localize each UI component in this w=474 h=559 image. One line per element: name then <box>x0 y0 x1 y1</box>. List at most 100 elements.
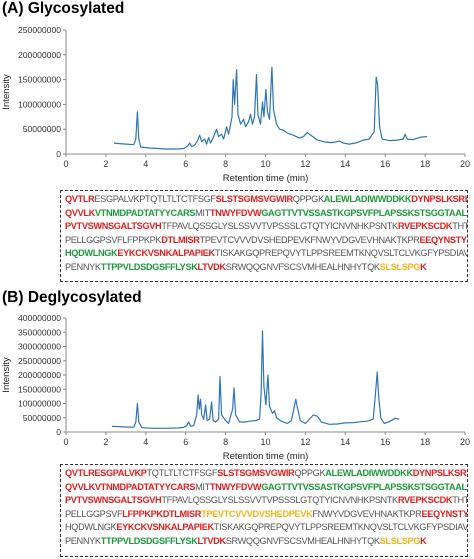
b-peptide-segment: DYNPSLKSRLTISKDTSKN <box>412 468 467 478</box>
a-peptide-segment: K <box>420 261 427 272</box>
a-peptide-segment: EEQYNSTYR <box>419 234 468 245</box>
b-peptide-segment: K <box>420 535 427 546</box>
a-peptide-segment: DYNPSLKSRLTISKDTSKN <box>411 194 467 204</box>
a-sequence-line: PELLGGPSVFLFPPKPKDTLMISRTPEVTCVVVDVSHEDP… <box>65 234 467 248</box>
chart-b-y-tick-label: 50000000 <box>23 413 61 423</box>
sequence-coverage-box-b: QVTLRESGPALVKPTQTLTLTCTFSGFSLSTSGMSVGWIR… <box>60 464 468 557</box>
chart-b-x-tick-label: 20 <box>460 437 470 447</box>
b-peptide-segment: EYKCKVSNKALPAPIEK <box>116 522 214 533</box>
chart-b-x-tick-label: 8 <box>223 437 228 447</box>
a-peptide-segment: TPEVTCVVVDVSHEDPEVKFNWYVDGVEVHNAKTKPR <box>199 234 420 245</box>
chromatogram-chart-a: 0 50000000 100000000 150000000 200000000 2500… <box>1 25 470 184</box>
a-peptide-segment: THTCPPCPA <box>452 221 467 232</box>
b-peptide-segment: SLSTSGMSVGWIR <box>217 468 295 478</box>
a-peptide-segment: HQDWLNGK <box>65 248 118 259</box>
b-peptide-segment: TTPPVLDSDGSFFLYSK <box>100 535 198 546</box>
a-peptide-segment: ESGPALVKPTQTLTLTCTFSGF <box>94 194 216 204</box>
chart-b-y-tick-label: 350000000 <box>18 327 61 337</box>
a-peptide-segment: QVVLK <box>65 207 95 218</box>
chart-b-x-tick-label: 16 <box>380 437 390 447</box>
a-sequence-line: PENNYKTTPPVLDSDGSFFLYSKLTVDKSRWQQGNVFSCS… <box>65 261 464 275</box>
a-peptide-segment: TFPAVLQSSGLYSLSSVVTVPSSSLGTQTYICNVNHKPSN… <box>161 221 398 232</box>
a-peptide-segment: DTLMISR <box>161 234 200 245</box>
b-peptide-segment: PENNYK <box>65 535 101 546</box>
b-peptide-segment: PVTVSWNSGALTSGVH <box>65 495 162 506</box>
chart-b-y-tick-label: 300000000 <box>18 342 61 352</box>
b-peptide-segment: SLSLSPG <box>379 535 421 546</box>
b-peptide-segment: QPPGK <box>294 468 326 478</box>
chart-b-x-tick-label: 18 <box>420 437 430 447</box>
a-peptide-segment: SLSLSPG <box>379 261 421 272</box>
chart-b-y-tick-label: 400000000 <box>18 313 61 323</box>
b-peptide-segment: GAGTTVTVSSASTKGPSVFPLAPSSKSTSGGTAALGCLVK <box>261 481 467 492</box>
a-peptide-segment: RVEPKSCDK <box>397 221 453 232</box>
a-peptide-segment: TISKAKGQPREPQVYTLPPSREEMTKNQVSLTCLVKGFYP… <box>214 248 468 259</box>
chart-a-x-tick-label: 6 <box>183 159 188 169</box>
b-peptide-segment: RVEPKSCDK <box>397 495 453 506</box>
chart-a-x-tick-label: 16 <box>380 159 390 169</box>
chart-a-x-tick-label: 2 <box>103 159 108 169</box>
b-peptide-segment: ALEWLADIWWDDKK <box>325 468 413 478</box>
chart-b-x-tick-label: 4 <box>143 437 148 447</box>
b-sequence-line: PELLGGPSVFLFPPKPKDTLMISRTPEVTCVVVDVSHEDP… <box>65 508 467 522</box>
b-peptide-segment: EEQYNSTYR <box>421 508 467 519</box>
a-sequence-line: HQDWLNGKEYKCKVSNKALPAPIEKTISKAKGQPREPQVY… <box>65 247 467 261</box>
b-peptide-segment: FNWYVDGVEVHNAKTKPR <box>312 508 422 519</box>
chart-a-y-axis-label: Intensity <box>1 74 12 110</box>
chart-b-y-tick-label: 100000000 <box>18 399 61 409</box>
b-peptide-segment: HQDWLNGK <box>65 522 117 533</box>
chart-b-x-tick-label: 2 <box>103 437 108 447</box>
chart-a-x-tick-label: 0 <box>63 159 68 169</box>
chart-a-y-tick-label: 100000000 <box>18 99 61 109</box>
a-peptide-segment: VTNMDPADTATYYCARS <box>94 207 196 218</box>
b-peptide-segment: TISKAKGQPREPQVYTLPPSREEMTKNQVSLTCLVKGFYP… <box>213 522 468 533</box>
chart-a-x-axis-label: Retention time (min) <box>223 173 309 184</box>
a-peptide-segment: EYKCKVSNKALPAPIEK <box>117 248 215 259</box>
a-peptide-segment: MIT <box>195 207 210 218</box>
chart-a-x-tick-label: 10 <box>260 159 270 169</box>
a-peptide-segment: TTPPVLDSDGSFFLYSK <box>100 261 198 272</box>
chart-a-x-tick-label: 8 <box>223 159 228 169</box>
a-peptide-segment: TNWYFDVW <box>209 207 262 218</box>
a-peptide-segment: SRWQQGNVFSCSVMHEALHNHYTQK <box>225 261 380 272</box>
a-peptide-segment: PVTVSWNSGALTSGVH <box>65 221 162 232</box>
a-peptide-segment: PENNYK <box>65 261 101 272</box>
chart-a-series-line <box>113 66 428 150</box>
chart-b-y-tick-label: 0 <box>56 427 61 437</box>
a-sequence-line: QVTLRESGPALVKPTQTLTLTCTFSGFSLSTSGMSVGWIR… <box>65 193 467 207</box>
chart-b-x-tick-label: 0 <box>63 437 68 447</box>
b-peptide-segment: LFPPKPKDTLMISR <box>122 508 202 519</box>
chart-b-x-tick-label: 6 <box>183 437 188 447</box>
chart-b-series-line <box>111 330 400 429</box>
chart-b-y-tick-label: 200000000 <box>18 370 61 380</box>
chart-a-x-tick-label: 4 <box>143 159 148 169</box>
b-peptide-segment: QVVLKVTNMDPADTATYYCARS <box>65 481 196 492</box>
b-peptide-segment: TFPAVLQSSGLYSLSSVVTVPSSSLGTQTYICNVNHKPSN… <box>161 495 398 506</box>
b-peptide-segment: SRWQQGNVFSCSVMHEALHNHYTQK <box>225 535 380 546</box>
b-peptide-segment: PELLGGPSVF <box>65 508 123 519</box>
panel-b-title: (B) Deglycosylated <box>2 289 142 306</box>
chart-b-y-axis-label: Intensity <box>1 357 12 393</box>
b-sequence-line: HQDWLNGKEYKCKVSNKALPAPIEKTISKAKGQPREPQVY… <box>65 521 467 535</box>
chart-a-x-tick-label: 12 <box>300 159 310 169</box>
chart-b-x-tick-label: 14 <box>340 437 350 447</box>
a-peptide-segment: QVTLR <box>65 194 95 204</box>
a-sequence-line: PVTVSWNSGALTSGVHTFPAVLQSSGLYSLSSVVTVPSSS… <box>65 220 467 234</box>
b-sequence-line: PENNYKTTPPVLDSDGSFFLYSKLTVDKSRWQQGNVFSCS… <box>65 535 464 549</box>
b-peptide-segment: TQTLTLTCTFSGF <box>146 468 218 478</box>
a-peptide-segment: ALEWLADIWWDDKK <box>323 194 412 204</box>
chart-a-y-tick-label: 0 <box>56 149 61 159</box>
b-sequence-line: QVTLRESGPALVKPTQTLTLTCTFSGFSLSTSGMSVGWIR… <box>65 467 467 481</box>
b-peptide-segment: TNWYFDVW <box>209 481 262 492</box>
chart-b-x-tick-label: 12 <box>300 437 310 447</box>
chart-b-y-tick-label: 250000000 <box>18 356 61 366</box>
b-peptide-segment: QVTLRESGPALVKP <box>65 468 147 478</box>
chart-a-x-tick-label: 20 <box>460 159 470 169</box>
chart-a-x-tick-label: 14 <box>340 159 350 169</box>
chart-b-x-axis-label: Retention time (min) <box>223 451 309 462</box>
a-peptide-segment: LTVDK <box>197 261 227 272</box>
chart-a-y-tick-label: 250000000 <box>18 25 61 35</box>
b-sequence-line: QVVLKVTNMDPADTATYYCARSMITTNWYFDVWGAGTTVT… <box>65 481 467 495</box>
chart-a-y-tick-label: 50000000 <box>23 124 61 134</box>
b-peptide-segment: THTCPPCPA <box>452 495 467 506</box>
